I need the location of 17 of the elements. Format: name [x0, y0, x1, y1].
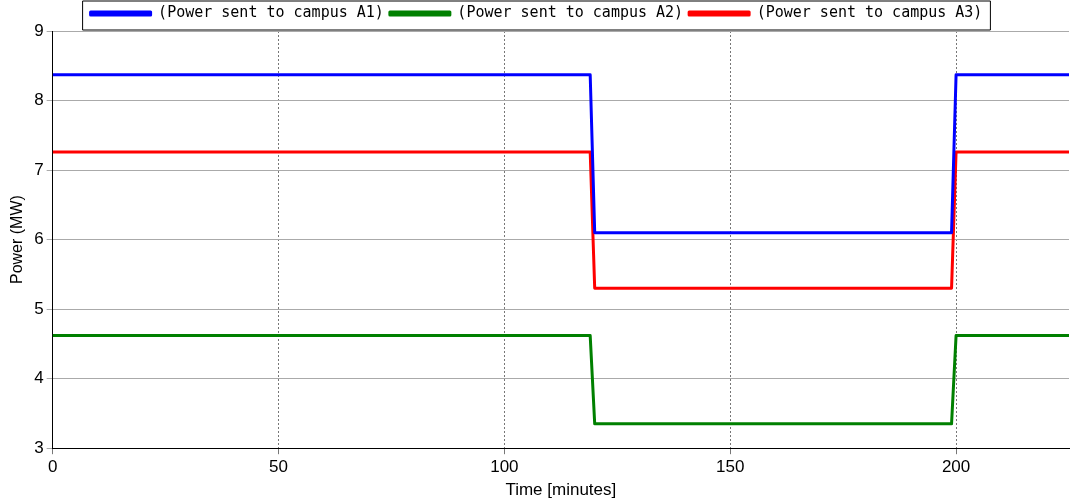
x-tick-label: 100	[490, 457, 519, 477]
y-axis-title: Power (MW)	[8, 195, 26, 285]
x-axis-title: Time [minutes]	[505, 480, 617, 500]
y-tick-label: 5	[34, 298, 44, 318]
y-tick-label: 4	[34, 368, 44, 388]
x-tick-label: 150	[716, 457, 745, 477]
legend-label: (Power sent to campus A3)	[756, 3, 983, 22]
y-tick-label: 6	[34, 229, 44, 249]
x-tick-label: 50	[269, 457, 288, 477]
x-tick-label: 200	[941, 457, 971, 477]
x-tick-label: 0	[47, 457, 58, 477]
y-tick-label: 8	[34, 90, 44, 110]
legend-label: (Power sent to campus A1)	[158, 3, 384, 22]
legend-label: (Power sent to campus A2)	[457, 3, 684, 22]
y-tick-label: 7	[34, 159, 44, 179]
y-tick-label: 9	[34, 20, 44, 40]
y-tick-label: 3	[34, 437, 44, 457]
